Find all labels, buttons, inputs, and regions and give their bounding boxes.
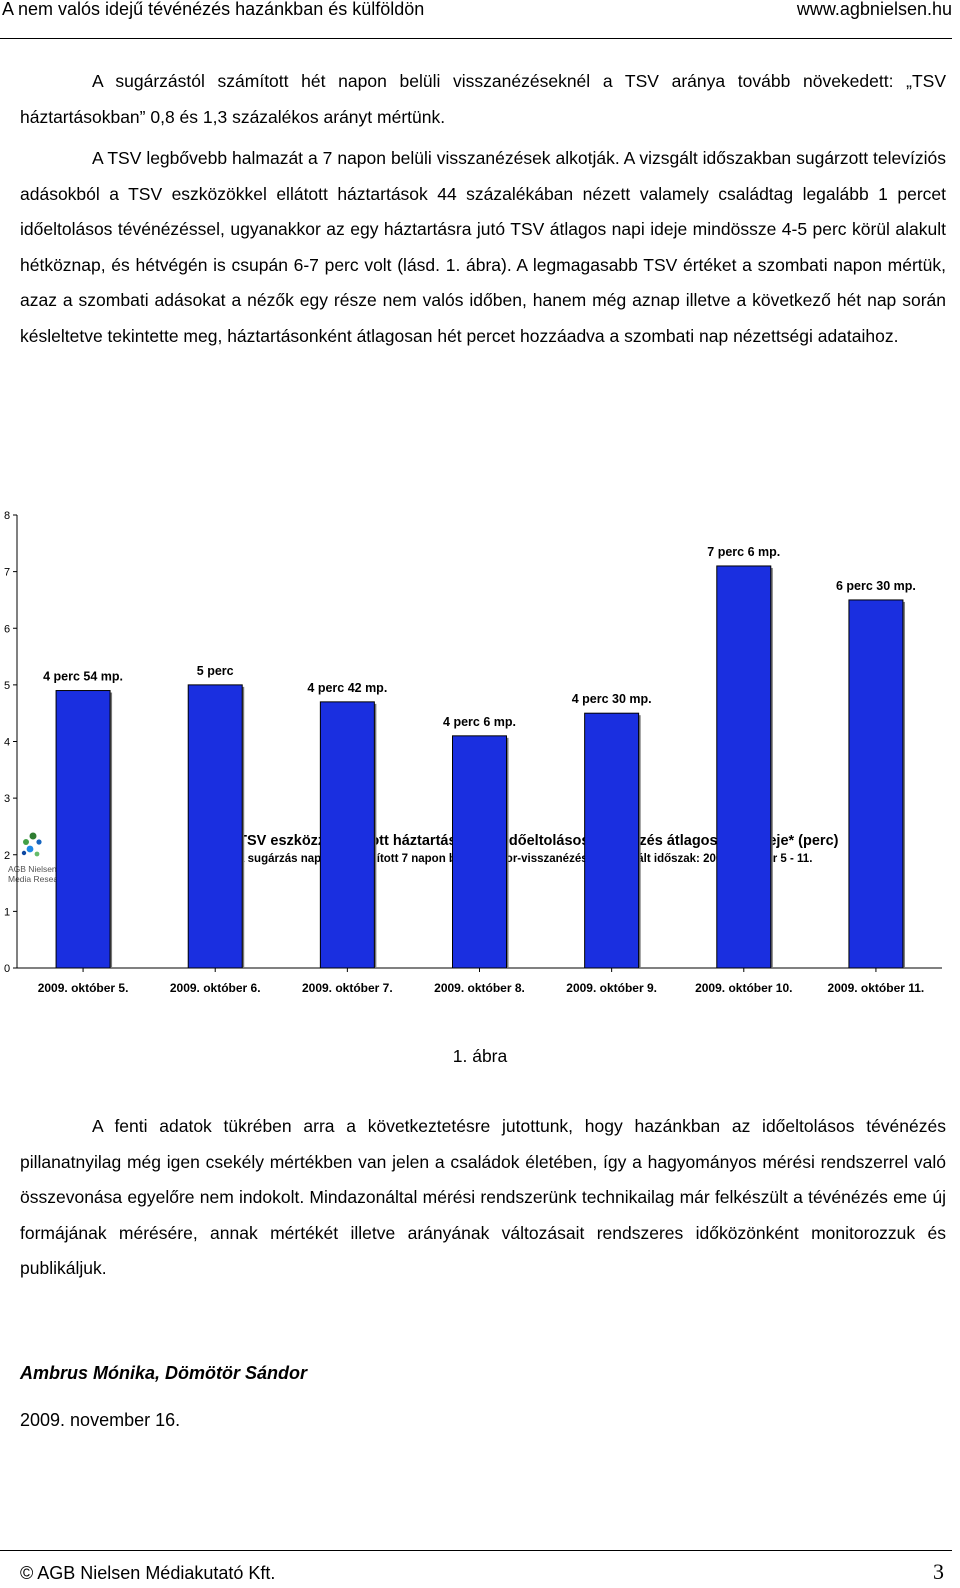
chart-subtitle: *a sugárzás napjától számított 7 napon b… (233, 853, 813, 865)
bar (716, 565, 772, 969)
logo-line-2: Media Research (8, 874, 70, 884)
paragraph-1: A sugárzástól számított hét napon belüli… (20, 64, 946, 135)
bar (584, 712, 640, 969)
y-tick-label: 7 (4, 567, 10, 579)
authors: Ambrus Mónika, Dömötör Sándor (20, 1363, 308, 1383)
paragraph-3-text: A fenti adatok tükrében arra a következt… (20, 1116, 946, 1278)
y-tick-label: 4 (4, 737, 10, 749)
x-category-label: 2009. október 7. (302, 981, 393, 995)
bar-data-label: 4 perc 42 mp. (307, 681, 387, 695)
agb-nielsen-logo: AGB Nielsen Media Research (8, 832, 70, 884)
x-category-label: 2009. október 8. (434, 981, 525, 995)
paragraph-1-text: A sugárzástól számított hét napon belüli… (20, 71, 946, 127)
paragraph-3: A fenti adatok tükrében arra a következt… (20, 1109, 946, 1287)
logo-line-1: AGB Nielsen (8, 864, 57, 874)
bar (55, 690, 111, 969)
x-category-label: 2009. október 6. (170, 981, 261, 995)
bar-data-label: 4 perc 6 mp. (443, 715, 516, 729)
header-title: A nem valós idejű tévénézés hazánkban és… (2, 0, 425, 19)
bar-data-label: 4 perc 54 mp. (43, 670, 123, 684)
bar (848, 599, 904, 969)
bar (187, 684, 243, 969)
y-tick-label: 8 (4, 510, 10, 522)
logo-mark-icon (21, 832, 42, 857)
bar-data-label: 5 perc (197, 664, 234, 678)
paragraph-2: A TSV legbővebb halmazát a 7 napon belül… (20, 141, 946, 354)
x-category-label: 2009. október 11. (828, 981, 925, 995)
figure-caption: 1. ábra (452, 1046, 508, 1066)
x-category-label: 2009. október 5. (38, 981, 129, 995)
header-url[interactable]: www.agbnielsen.hu (796, 0, 952, 19)
signature-date: 2009. november 16. (20, 1410, 181, 1430)
bar (319, 701, 375, 969)
page-footer: © AGB Nielsen Médiakutató Kft. 3 (0, 1550, 952, 1588)
y-tick-label: 1 (4, 906, 10, 918)
footer-copyright: © AGB Nielsen Médiakutató Kft. (20, 1563, 276, 1583)
bar-data-label: 7 perc 6 mp. (707, 545, 780, 559)
x-category-label: 2009. október 10. (695, 981, 792, 995)
y-tick-label: 2 (4, 850, 10, 862)
bar-data-label: 6 perc 30 mp. (836, 579, 916, 593)
paragraph-2-text: A TSV legbővebb halmazát a 7 napon belül… (20, 148, 946, 346)
y-tick-label: 3 (4, 793, 10, 805)
bar-data-label: 4 perc 30 mp. (572, 692, 652, 706)
bar (452, 735, 507, 969)
bar-chart: 0 1 2 3 4 5 6 7 8 4 perc 54 mp. 2009. október 5. 5… (4, 510, 942, 995)
x-category-label: 2009. október 9. (566, 981, 657, 995)
y-tick-label: 6 (4, 623, 10, 635)
page-header: A nem valós idejű tévénézés hazánkban és… (0, 0, 952, 39)
y-tick-label: 5 (4, 680, 10, 692)
y-tick-label: 0 (4, 963, 10, 975)
page-number: 3 (933, 1559, 944, 1584)
